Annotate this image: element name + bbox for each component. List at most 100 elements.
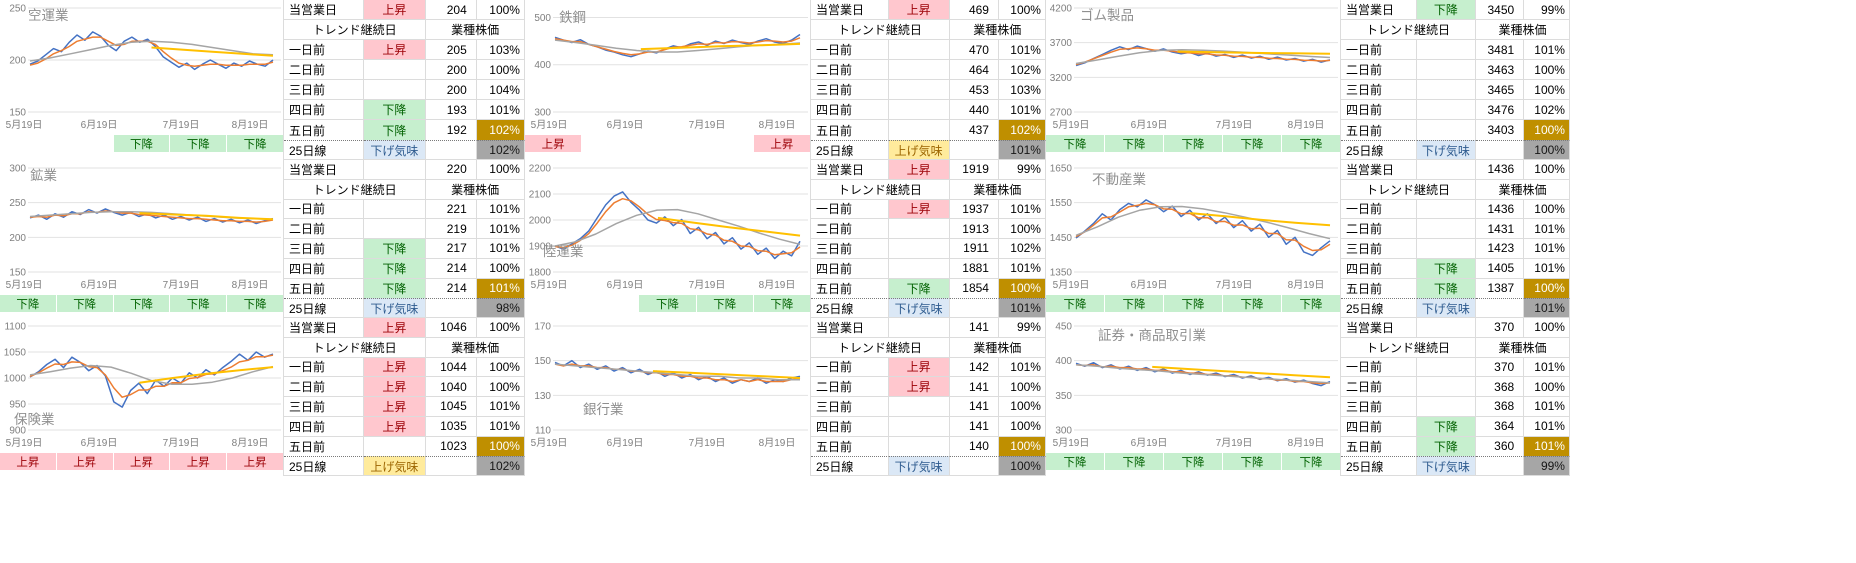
day-trend-cell: 下降 [888,278,950,299]
x-tick-label: 5月19日 [6,119,43,131]
day-trend-cell: 下降 [1416,278,1477,299]
sector-panel-2: 4200 3700 3200 2700 5月19日 6月19日 7月19日 8月19日 ゴム製品… [1046,0,1340,160]
current-price-cell: 141 [949,318,999,338]
sector-panel-6: 1100 1050 1000 950 900 5月19日 6月19日 7月19日 8月19日 保険… [0,318,283,476]
day-price-cell: 1911 [949,239,999,259]
sector-table: 当営業日 141 99% トレンド継続日 業種株価 一日前 上昇 142 101% 二日前 上昇 14… [810,318,1046,476]
day-price-cell: 464 [949,60,999,80]
current-trend-cell [363,160,427,180]
day-pct-cell: 101% [1524,416,1570,437]
day-price-cell: 200 [426,60,477,80]
day-pct-cell: 100% [1524,199,1570,220]
x-tick-label: 5月19日 [6,437,43,449]
day-pct-cell: 100% [998,397,1046,417]
current-pct-cell: 100% [1524,160,1570,180]
day-price-cell: 1436 [1476,199,1525,220]
y-tick-label: 2100 [529,190,552,201]
x-tick-label: 7月19日 [689,119,726,131]
ma-pct-cell: 102% [476,140,525,160]
trend-strip-cell: 下降 [56,295,113,312]
day-pct-cell: 101% [1524,258,1570,279]
trend-strip-cell: 下降 [1282,453,1340,470]
x-tick-label: 7月19日 [689,279,726,291]
day-price-cell: 3465 [1476,80,1525,100]
trend-strip-cell: 上昇 [0,453,56,470]
day-price-cell: 1387 [1476,278,1525,299]
ma-label: 25日線 [284,140,364,160]
day-trend-cell [364,436,427,457]
yellow-series-line [640,42,801,51]
trend-table: 当営業日 上昇 469 100% トレンド継続日 業種株価 一日前 470 101% 二日前 464… [810,0,1046,160]
trend-table: 当営業日 220 100% トレンド継続日 業種株価 一日前 221 101% 二日前 219 10… [283,160,525,318]
trend-strip: 上昇 上昇 [525,135,810,152]
x-tick-label: 6月19日 [1131,119,1168,131]
trend-strip-cell: 下降 [753,295,810,312]
y-tick-label: 1100 [4,322,26,333]
x-tick-label: 8月19日 [759,437,796,449]
y-tick-label: 130 [534,391,551,402]
current-trend-cell: 上昇 [888,160,950,180]
day-trend-cell [888,60,950,80]
trend-days-header: トレンド継続日 [284,179,427,200]
day-price-cell: 141 [949,416,999,437]
day-label: 五日前 [811,436,889,457]
trend-strip: 下降 下降 下降 [0,135,283,152]
trend-strip-cell-empty [639,453,695,470]
day-price-cell: 1913 [949,219,999,239]
day-label: 四日前 [1341,258,1417,279]
chart-title: 鉄鋼 [559,10,586,25]
day-pct-cell: 102% [998,120,1046,140]
trend-strip-cell: 下降 [113,135,170,152]
current-day-label: 当営業日 [811,0,889,20]
day-trend-cell: 上昇 [363,397,427,417]
day-price-cell: 140 [950,436,999,457]
day-trend-cell: 上昇 [363,377,427,397]
current-trend-cell: 上昇 [888,0,950,20]
day-label: 四日前 [284,416,364,437]
day-pct-cell: 101% [476,239,525,259]
trend-strip-cell: 下降 [1164,135,1222,152]
current-pct-cell: 100% [476,160,525,180]
ma-pct-cell: 101% [998,298,1046,318]
x-tick-label: 8月19日 [1288,279,1325,291]
chart-title: ゴム製品 [1080,7,1134,23]
y-tick-label: 250 [9,4,26,15]
day-label: 一日前 [1341,40,1417,60]
yellow-series-line [139,212,274,221]
day-label: 一日前 [811,199,889,220]
trend-strip-cell-empty [57,135,113,152]
trend-days-header: トレンド継続日 [1341,179,1477,200]
trend-strip: 下降 下降 下降 下降 下降 [1046,453,1340,470]
orange-series-line [29,36,274,67]
y-tick-label: 1000 [4,374,27,385]
day-label: 三日前 [811,397,889,417]
day-label: 四日前 [1341,416,1417,437]
day-label: 五日前 [1341,120,1417,140]
ma-label: 25日線 [811,140,889,160]
sector-table: 当営業日 220 100% トレンド継続日 業種株価 一日前 221 101% 二日前 219 10… [283,160,525,318]
ma-label: 25日線 [1341,298,1417,318]
x-tick-label: 7月19日 [163,279,200,291]
trend-strip-cell: 下降 [1046,135,1104,152]
trend-strip-cell: 上昇 [227,453,283,470]
y-tick-label: 3700 [1050,38,1073,49]
y-tick-label: 170 [534,322,551,333]
ma-trend-cell: 下げ気味 [888,456,950,476]
current-price-cell: 3450 [1476,0,1525,20]
ma-trend-cell: 下げ気味 [1416,298,1477,318]
trend-days-header: トレンド継続日 [284,337,427,358]
trend-strip-cell: 上昇 [56,453,113,470]
day-pct-cell: 103% [998,80,1046,100]
x-tick-label: 6月19日 [607,119,644,131]
trend-strip-cell: 下降 [1046,295,1104,312]
day-label: 三日前 [1341,80,1417,100]
day-pct-cell: 101% [998,357,1046,378]
day-pct-cell: 100% [1524,278,1570,299]
y-tick-label: 400 [1055,356,1072,367]
day-price-cell: 1881 [949,258,999,279]
